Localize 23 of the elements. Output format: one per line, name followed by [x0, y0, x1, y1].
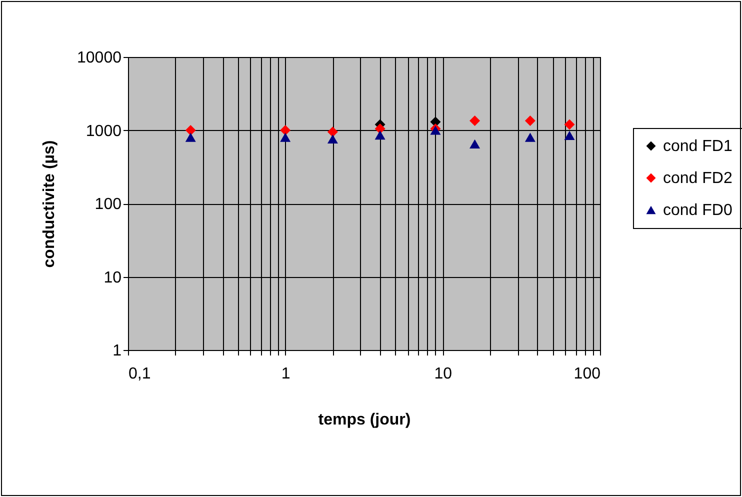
- point: [280, 125, 291, 136]
- point: [374, 130, 386, 140]
- y-tick-label: 1: [112, 342, 122, 360]
- legend-label: cond FD2: [663, 170, 732, 187]
- x-tick-label: 100: [574, 366, 601, 382]
- x-axis-title: temps (jour): [318, 412, 411, 428]
- point: [564, 130, 575, 140]
- y-axis-title: conductivite (µs): [41, 140, 58, 268]
- legend-label: cond FD1: [663, 138, 732, 155]
- point: [470, 115, 480, 126]
- y-tick-label: 10000: [77, 50, 122, 66]
- point: [327, 134, 338, 144]
- y-tick-label: 1000: [86, 122, 122, 140]
- point: [327, 126, 338, 138]
- x-tick-label: 10: [434, 366, 452, 382]
- point: [280, 132, 291, 142]
- y-tick-label: 10: [104, 269, 122, 286]
- x-tick-label: 0,1: [128, 366, 151, 382]
- legend-label: cond FD0: [663, 202, 732, 219]
- x-tick-label: 1: [281, 366, 290, 382]
- point: [470, 139, 480, 148]
- y-tick-label: 100: [94, 196, 122, 213]
- point: [564, 119, 575, 130]
